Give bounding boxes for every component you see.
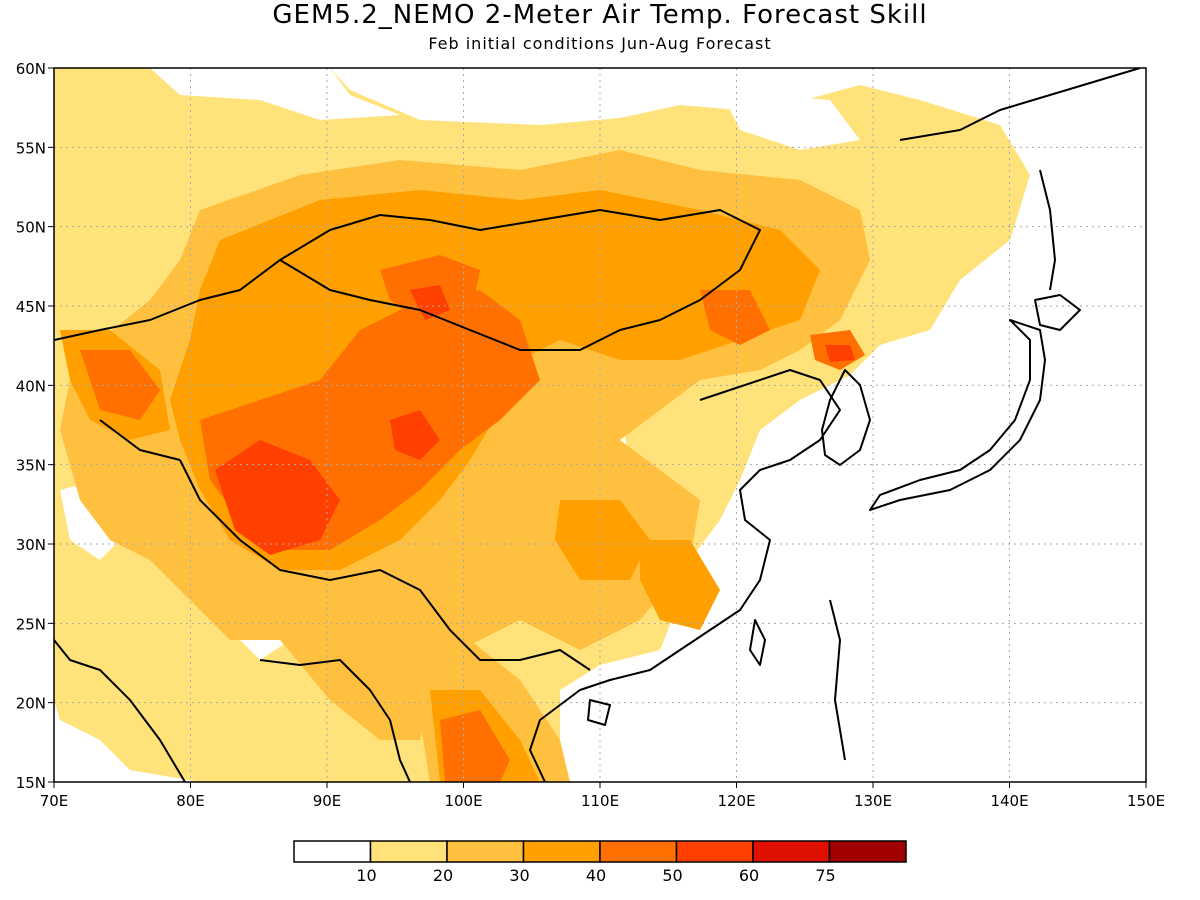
colorbar-label: 75 — [815, 866, 835, 885]
lat-tick-label: 60N — [16, 60, 46, 78]
skill-region-peak — [390, 410, 440, 460]
coastline-korea — [821, 369, 871, 466]
lon-tick-label: 70E — [40, 792, 69, 810]
colorbar-label: 20 — [433, 866, 453, 885]
border-china-south — [179, 459, 591, 671]
lat-tick-label: 45N — [16, 298, 46, 316]
colorbar-label: 40 — [586, 866, 606, 885]
longitude-labels: 70E 80E 90E 100E 110E 120E 130E 140E 150E — [40, 782, 1165, 810]
colorbar-swatch — [522, 840, 601, 863]
coastline-hokkaido — [1034, 294, 1081, 331]
border-mongolia — [279, 209, 761, 351]
skill-field — [54, 68, 1030, 782]
lat-tick-label: 25N — [16, 615, 46, 633]
colorbar-swatch — [293, 840, 372, 863]
coastline-philippines — [829, 599, 846, 761]
coastline-hainan — [587, 699, 611, 726]
latitude-labels: 15N 20N 25N 30N 35N 40N 45N 50N 55N 60N — [16, 60, 54, 792]
lon-tick-label: 80E — [176, 792, 205, 810]
coastline-arabian-sea — [54, 639, 186, 782]
colorbar-label: 30 — [509, 866, 529, 885]
border-himalaya — [99, 419, 181, 461]
coastline-taiwan — [749, 619, 766, 666]
colorbar-swatch — [599, 840, 678, 863]
skill-hole — [720, 90, 860, 150]
lat-tick-label: 40N — [16, 377, 46, 395]
lat-tick-label: 30N — [16, 536, 46, 554]
lon-tick-label: 150E — [1127, 792, 1165, 810]
skill-region-upper — [640, 540, 720, 630]
lon-tick-label: 130E — [854, 792, 892, 810]
skill-region-high — [440, 710, 510, 782]
lon-tick-label: 110E — [581, 792, 619, 810]
lat-tick-label: 50N — [16, 219, 46, 237]
colorbar-label: 10 — [356, 866, 376, 885]
coastline-china-east — [559, 369, 841, 706]
gridlines — [54, 68, 1146, 782]
colorbar-swatch — [752, 840, 831, 863]
colorbar-label: 50 — [662, 866, 682, 885]
colorbar: 10 20 30 40 50 60 75 — [293, 840, 907, 885]
skill-region-peak — [215, 440, 340, 555]
lat-tick-label: 15N — [16, 774, 46, 792]
map-subtitle: Feb initial conditions Jun-Aug Forecast — [428, 34, 772, 53]
colorbar-swatch — [675, 840, 754, 863]
lat-tick-label: 20N — [16, 695, 46, 713]
coastline-japan — [869, 319, 1046, 511]
coastline-indochina — [529, 704, 561, 782]
skill-region-peak — [825, 345, 855, 362]
lon-tick-label: 90E — [313, 792, 342, 810]
lon-tick-label: 140E — [990, 792, 1028, 810]
lon-tick-label: 120E — [717, 792, 755, 810]
coastline-bay-of-bengal — [259, 659, 411, 782]
skill-hole — [150, 68, 400, 120]
colorbar-label: 60 — [739, 866, 759, 885]
skill-region-high — [700, 290, 770, 345]
colorbar-swatch — [369, 840, 448, 863]
skill-region-upper — [555, 500, 650, 580]
coastline-sakhalin — [1039, 169, 1056, 291]
skill-region-peak — [410, 285, 450, 320]
coastline-russia-pacific — [899, 68, 1141, 141]
map-title: GEM5.2_NEMO 2-Meter Air Temp. Forecast S… — [272, 0, 928, 30]
colorbar-swatch — [446, 840, 525, 863]
lat-tick-label: 35N — [16, 457, 46, 475]
border-central-asia — [54, 259, 281, 341]
lon-tick-label: 100E — [444, 792, 482, 810]
coastlines — [54, 68, 1141, 782]
lat-tick-label: 55N — [16, 139, 46, 157]
colorbar-swatch — [828, 840, 907, 863]
